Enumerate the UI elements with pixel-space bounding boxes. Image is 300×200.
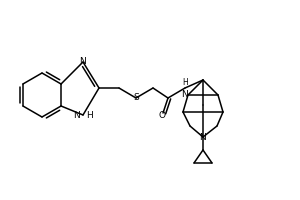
- Text: H: H: [182, 78, 188, 87]
- Text: N: N: [73, 112, 80, 120]
- Text: H: H: [86, 112, 93, 120]
- Text: O: O: [158, 110, 166, 119]
- Text: N: N: [80, 58, 86, 66]
- Text: N: N: [182, 90, 188, 99]
- Text: S: S: [133, 94, 139, 102]
- Text: N: N: [200, 132, 206, 142]
